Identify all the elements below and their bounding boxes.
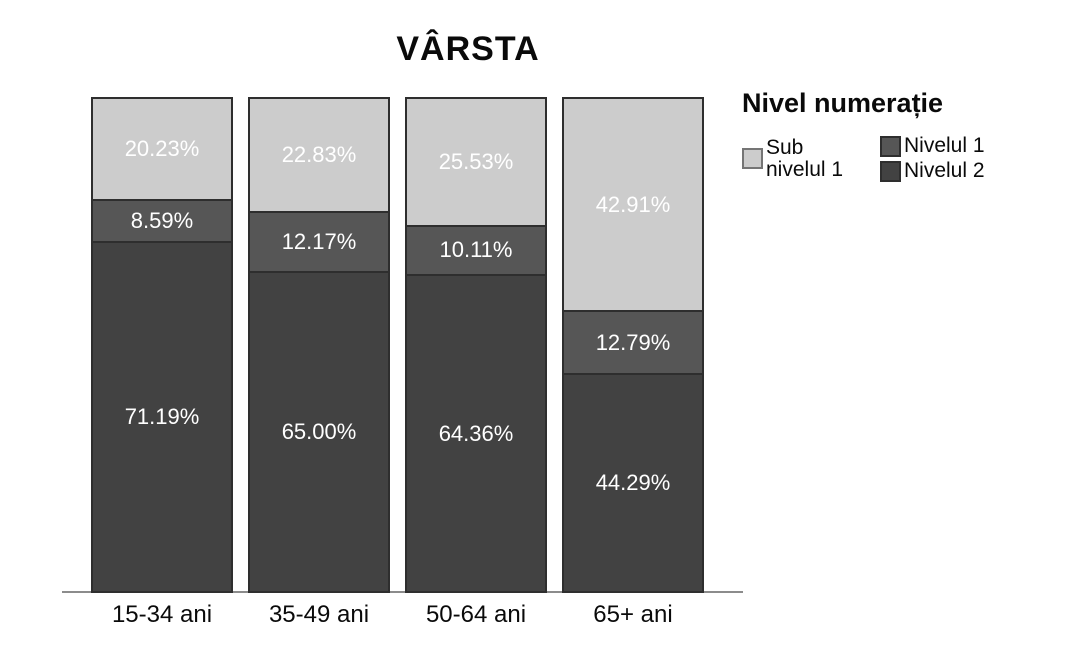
segment-value-label: 42.91% [595, 191, 671, 217]
bar-65+-ani: 42.91% 12.79% 44.29% [562, 97, 704, 593]
x-axis-label: 65+ ani [593, 601, 673, 628]
segment-Nivelul-2: 65.00% [250, 271, 388, 591]
legend-columns: Sub nivelul 1 Nivelul 1 Nivelul 2 [742, 134, 1072, 183]
segment-Nivelul-2: 44.29% [564, 373, 702, 591]
bar-35-49-ani: 22.83% 12.17% 65.00% [248, 97, 390, 593]
legend-swatch-nivelul-2-icon [880, 160, 901, 182]
x-axis-label: 35-49 ani [268, 601, 370, 628]
bar-15-34-ani: 20.23% 8.59% 71.19% [91, 97, 233, 593]
segment-value-label: 44.29% [595, 469, 671, 495]
segment-Nivelul-2: 71.19% [93, 240, 231, 592]
legend-item-sub-nivelul-1: Sub nivelul 1 [742, 135, 858, 181]
segment-value-label: 25.53% [438, 148, 514, 174]
legend-title: Nivel numerație [742, 88, 944, 118]
legend-item-nivelul-1: Nivelul 1 [880, 134, 985, 157]
legend-item-label: Nivelul 2 [904, 159, 985, 183]
segment-Nivelul-2: 64.36% [407, 274, 545, 591]
segment-value-label: 71.19% [124, 403, 200, 429]
x-axis-label: 15-34 ani [111, 601, 213, 628]
legend-swatch-nivelul-1-icon [880, 135, 901, 157]
segment-value-label: 22.83% [281, 142, 357, 168]
segment-Sub-nivelul-1: 42.91% [564, 99, 702, 311]
segment-Sub-nivelul-1: 20.23% [93, 99, 231, 199]
legend-swatch-sub-nivelul-1-icon [742, 148, 763, 170]
legend-column-right: Nivelul 1 Nivelul 2 [880, 134, 985, 183]
segment-Nivelul-1: 12.17% [250, 211, 388, 272]
segment-value-label: 64.36% [438, 420, 514, 446]
bar-50-64-ani: 25.53% 10.11% 64.36% [405, 97, 547, 593]
segment-Nivelul-1: 12.79% [564, 310, 702, 374]
segment-value-label: 8.59% [130, 207, 194, 233]
segment-value-label: 10.11% [439, 237, 513, 263]
legend: Nivel numerație Sub nivelul 1 Nivelul 1 … [742, 88, 1072, 182]
segment-value-label: 20.23% [124, 135, 200, 161]
segment-value-label: 65.00% [281, 419, 357, 445]
x-axis-label: 50-64 ani [425, 601, 527, 628]
x-axis-line [62, 591, 743, 593]
segment-value-label: 12.79% [595, 329, 671, 355]
segment-Nivelul-1: 8.59% [93, 198, 231, 241]
legend-item-label: Nivelul 1 [904, 134, 985, 157]
legend-item-label: Sub nivelul 1 [766, 135, 844, 181]
legend-item-nivelul-2: Nivelul 2 [880, 159, 985, 183]
segment-Sub-nivelul-1: 22.83% [250, 99, 388, 212]
legend-column-left: Sub nivelul 1 [742, 135, 858, 181]
segment-Sub-nivelul-1: 25.53% [407, 99, 545, 225]
segment-value-label: 12.17% [281, 229, 357, 255]
chart-title: VÂRSTA [396, 30, 540, 68]
segment-Nivelul-1: 10.11% [407, 224, 545, 275]
